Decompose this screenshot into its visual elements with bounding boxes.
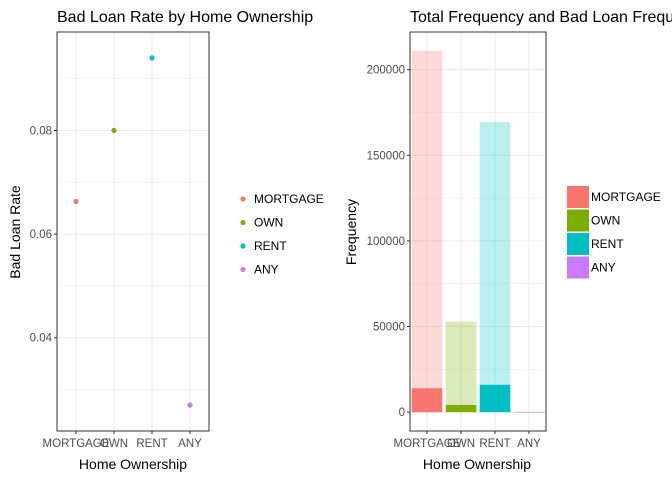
bad-loan-bar-own — [445, 404, 477, 413]
left-legend-key — [240, 243, 246, 249]
left-point-any — [187, 402, 193, 408]
right-x-tick-label: ANY — [517, 438, 541, 450]
right-y-tick-label: 50000 — [373, 322, 405, 334]
left-x-tick-label: RENT — [136, 438, 167, 450]
left-legend-label: RENT — [254, 239, 287, 253]
right-y-ticks: 0 50000 100000 150000 200000 — [367, 65, 410, 419]
right-plot-border — [409, 31, 547, 432]
left-x-axis-title: Home Ownership — [79, 456, 187, 472]
right-y-tick-label: 150000 — [367, 150, 405, 162]
right-legend-label: MORTGAGE — [591, 190, 661, 204]
left-y-tick-label: 0.04 — [30, 333, 53, 345]
right-chart-title: Total Frequency and Bad Loan Frequency b… — [410, 9, 672, 26]
right-bars — [411, 50, 545, 413]
left-legend-key — [240, 196, 246, 202]
right-y-tick-label: 0 — [399, 407, 405, 419]
total-bar-own — [445, 321, 477, 413]
left-chart-title: Bad Loan Rate by Home Ownership — [57, 9, 313, 26]
right-legend-label: RENT — [591, 237, 624, 251]
left-y-tick-label: 0.08 — [30, 125, 52, 137]
right-legend-key — [567, 256, 589, 279]
right-y-tick-label: 200000 — [367, 65, 405, 77]
left-points — [73, 55, 193, 408]
left-x-tick-label: OWN — [100, 438, 128, 450]
right-x-tick-label: OWN — [447, 438, 475, 450]
left-legend-key — [240, 219, 246, 226]
left-legend-key — [240, 266, 246, 273]
left-point-mortgage — [73, 198, 79, 205]
right-y-tick-label: 100000 — [367, 236, 405, 248]
bad-loan-bar-any — [513, 412, 545, 413]
left-y-ticks: 0.04 0.06 0.08 — [30, 125, 57, 345]
right-legend-label: ANY — [591, 261, 616, 275]
bad-loan-bar-rent — [479, 384, 511, 413]
left-x-tick-label: MORTGAGE — [43, 438, 110, 450]
right-legend-key — [567, 186, 589, 208]
right-legend-key — [567, 233, 589, 255]
right-x-tick-label: MORTGAGE — [394, 438, 461, 450]
right-legend: MORTGAGE OWN RENT ANY — [567, 186, 661, 279]
right-gridlines — [410, 32, 546, 431]
left-x-tick-label: ANY — [178, 438, 202, 450]
left-gridlines — [57, 32, 209, 431]
right-legend-key — [567, 209, 589, 232]
left-legend-label: OWN — [254, 216, 283, 230]
right-plot-panel — [410, 32, 546, 431]
left-point-rent — [149, 55, 155, 61]
left-y-tick-label: 0.06 — [30, 229, 52, 241]
left-plot-border — [56, 31, 210, 432]
left-legend-label: ANY — [254, 263, 279, 277]
left-y-axis-title: Bad Loan Rate — [7, 185, 23, 279]
total-bar-mortgage — [411, 50, 443, 413]
left-point-own — [111, 127, 117, 134]
right-legend-label: OWN — [591, 214, 620, 228]
right-chart: Total Frequency and Bad Loan Frequency b… — [343, 9, 672, 472]
left-legend: MORTGAGE OWN RENT ANY — [240, 192, 324, 277]
left-legend-label: MORTGAGE — [254, 192, 324, 206]
right-y-axis-title: Frequency — [343, 199, 359, 265]
left-chart: Bad Loan Rate by Home Ownership 0.04 0.06… — [7, 9, 324, 472]
bad-loan-bar-mortgage — [411, 388, 443, 413]
right-x-tick-label: RENT — [479, 438, 510, 450]
left-plot-panel — [57, 32, 209, 431]
right-x-axis-title: Home Ownership — [423, 456, 531, 472]
total-bar-rent — [479, 121, 511, 413]
